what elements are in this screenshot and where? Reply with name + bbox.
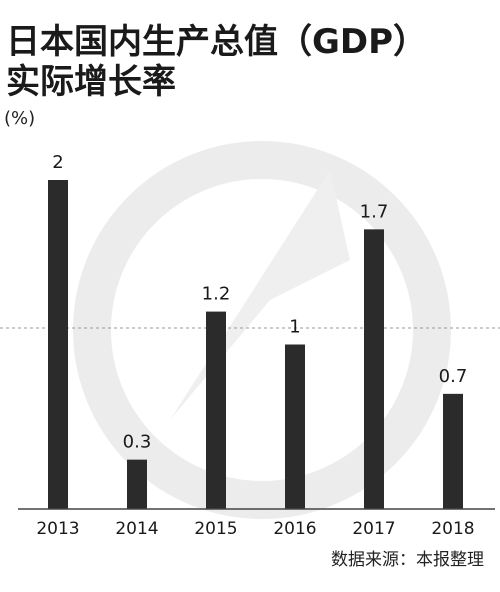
value-label-2015: 1.2 xyxy=(202,284,231,305)
x-tick-label-2015: 2015 xyxy=(194,519,237,539)
bar-2016 xyxy=(285,344,305,509)
bar-2013 xyxy=(48,180,68,509)
y-axis-unit-label: (%) xyxy=(4,108,36,129)
bar-2018 xyxy=(443,393,463,509)
bar-2014 xyxy=(127,459,147,509)
x-tick-label-2018: 2018 xyxy=(431,519,474,539)
value-label-2017: 1.7 xyxy=(360,201,389,222)
value-label-2014: 0.3 xyxy=(123,432,152,453)
value-label-2013: 2 xyxy=(52,152,63,173)
value-label-2016: 1 xyxy=(289,317,300,338)
data-source-note: 数据来源：本报整理 xyxy=(331,550,484,570)
x-tick-label-2013: 2013 xyxy=(36,519,79,539)
x-tick-label-2017: 2017 xyxy=(352,519,395,539)
bar-2015 xyxy=(206,311,226,509)
x-tick-label-2016: 2016 xyxy=(273,519,316,539)
chart-title-line1: 日本国内生产总值（GDP） xyxy=(6,22,428,62)
x-tick-label-2014: 2014 xyxy=(115,519,158,539)
chart-title-line2: 实际增长率 xyxy=(6,62,176,102)
value-label-2018: 0.7 xyxy=(439,366,468,387)
bar-2017 xyxy=(364,229,384,509)
